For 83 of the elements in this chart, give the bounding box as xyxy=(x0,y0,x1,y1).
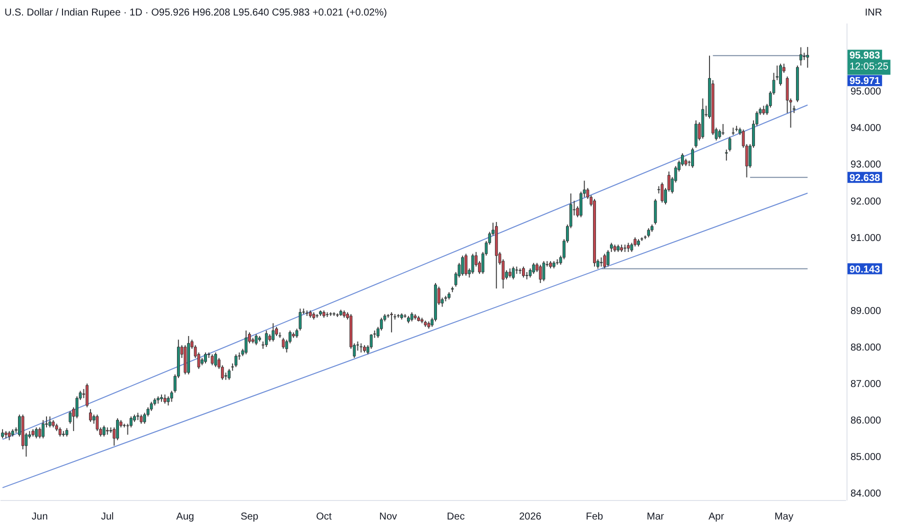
x-tick-label: Dec xyxy=(446,512,465,522)
x-tick-label: May xyxy=(774,512,794,522)
candlestick xyxy=(732,127,735,136)
candlestick xyxy=(1,428,4,439)
candlestick xyxy=(140,414,143,424)
candlestick xyxy=(660,182,664,204)
y-tick-label: 93.000 xyxy=(850,160,882,171)
candlestick xyxy=(170,390,174,402)
candlestick xyxy=(508,268,512,278)
candlestick xyxy=(360,342,363,353)
candlestick xyxy=(603,253,606,269)
candlestick xyxy=(410,312,414,322)
chart-title: U.S. Dollar / Indian Rupee · 1D · O95.926 H96.208 L95.640 C95.983 +0.021 (+0.02%) xyxy=(4,8,387,18)
candlestick xyxy=(600,256,603,268)
y-tick-label: 94.000 xyxy=(850,123,882,134)
y-tick-label: 84.000 xyxy=(850,488,882,500)
candlestick xyxy=(538,264,542,284)
candlestick xyxy=(626,242,630,252)
x-tick-label: Aug xyxy=(176,512,194,522)
y-tick-label: 91.000 xyxy=(850,232,882,244)
candlestick xyxy=(624,244,626,252)
candlestick xyxy=(264,330,268,348)
y-tick-label: 88.000 xyxy=(850,342,882,354)
y-tick-label: 85.000 xyxy=(850,452,882,464)
candlestick xyxy=(694,120,698,148)
candlestick xyxy=(802,52,806,61)
candlestick xyxy=(522,266,525,278)
candlestick xyxy=(48,416,52,428)
candlestick xyxy=(471,253,474,274)
candlestick xyxy=(722,124,724,136)
text: 95.971 xyxy=(850,76,881,88)
candlestick xyxy=(34,426,38,439)
candlestick xyxy=(512,266,515,280)
candlestick xyxy=(515,266,518,274)
candlestick xyxy=(163,394,166,404)
x-tick-label: Apr xyxy=(708,512,725,522)
x-tick-label: Nov xyxy=(379,512,398,522)
y-tick-label: 87.000 xyxy=(850,379,882,390)
text: 90.143 xyxy=(850,264,881,276)
x-tick-label: Sep xyxy=(240,512,259,522)
candlestick xyxy=(464,253,468,276)
candlestick xyxy=(89,408,92,422)
y-tick-label: 89.000 xyxy=(850,306,882,317)
y-tick-label: 86.000 xyxy=(850,416,882,427)
candlestick xyxy=(102,425,106,438)
text: 95.983 xyxy=(850,50,881,62)
candlestick xyxy=(210,354,214,366)
y-tick-label: 92.000 xyxy=(850,196,882,208)
candlestick xyxy=(244,330,248,355)
x-tick-label: 2026 xyxy=(519,512,542,522)
candlestick xyxy=(254,334,258,346)
candlestick xyxy=(779,63,782,86)
candlestick xyxy=(461,255,464,276)
text: 12:05:25 xyxy=(850,62,889,73)
candlestick xyxy=(542,260,546,282)
y-axis-title: INR xyxy=(864,8,882,18)
candlestick xyxy=(762,105,766,116)
candlestick xyxy=(38,426,42,439)
x-tick-label: Mar xyxy=(646,512,665,522)
candlestick xyxy=(806,46,810,68)
candlestick xyxy=(272,322,275,342)
x-tick-label: Jul xyxy=(101,512,114,522)
candlestick xyxy=(691,147,694,168)
candlestick xyxy=(390,312,393,333)
candlestick xyxy=(204,352,207,364)
x-tick-label: Oct xyxy=(316,512,332,522)
candlestick xyxy=(647,228,650,238)
candlestick xyxy=(654,198,657,226)
candlestick xyxy=(532,262,536,274)
candlestick xyxy=(282,337,285,350)
candlestick xyxy=(525,272,528,280)
x-tick-label: Feb xyxy=(586,512,604,522)
x-tick-label: Jun xyxy=(32,512,48,522)
candlestick xyxy=(799,46,802,66)
candlestick xyxy=(42,420,45,439)
text: 92.638 xyxy=(850,172,881,184)
candlestick xyxy=(86,383,89,408)
candlestick xyxy=(234,354,238,368)
candlestick xyxy=(58,426,62,438)
candlestick xyxy=(228,368,231,380)
y-tick-label: 95.000 xyxy=(850,86,882,98)
candlestick xyxy=(214,352,218,368)
candlestick xyxy=(8,430,11,441)
